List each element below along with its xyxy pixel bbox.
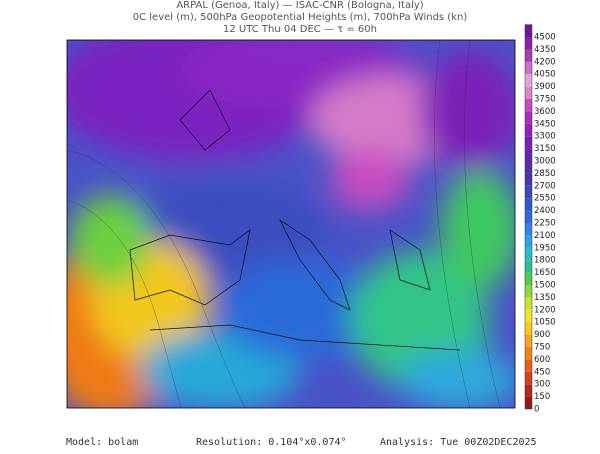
- colorbar-label: 4500: [534, 33, 556, 43]
- colorbar-swatch: [525, 260, 532, 273]
- colorbar-label: 450: [534, 367, 550, 377]
- colorbar-label: 2400: [534, 206, 556, 216]
- colorbar-swatch: [525, 359, 532, 372]
- colorbar-swatch: [525, 24, 532, 37]
- header-line: 0C level (m), 500hPa Geopotential Height…: [133, 12, 468, 23]
- colorbar-swatch: [525, 247, 532, 261]
- footer-resolution: Resolution: 0.104°x0.074°: [196, 437, 347, 448]
- colorbar-label: 1800: [534, 256, 556, 266]
- colorbar-label: 2850: [534, 169, 556, 179]
- footer-model: Model: bolam: [66, 437, 138, 448]
- colorbar: 0 150 300 450 600 750 900 1050 1200 1350 1500 1650 1…: [524, 24, 556, 415]
- colorbar-label: 3450: [534, 119, 556, 129]
- colorbar-label: 3300: [534, 132, 556, 142]
- watermark: ARPAL: [385, 408, 418, 418]
- colorbar-swatch: [525, 123, 532, 137]
- colorbar-label: 3600: [534, 107, 556, 117]
- map-frame: [66, 39, 516, 409]
- colorbar-label: 0: [534, 405, 539, 415]
- colorbar-swatch: [525, 111, 532, 124]
- colorbar-label: 3750: [534, 95, 556, 105]
- colorbar-label: 2700: [534, 181, 556, 191]
- colorbar-label: 3150: [534, 144, 556, 154]
- colorbar-label: 300: [534, 380, 550, 390]
- colorbar-swatch: [525, 272, 532, 285]
- colorbar-swatch: [525, 210, 532, 223]
- colorbar-swatch: [525, 74, 532, 87]
- colorbar-swatch: [525, 297, 532, 310]
- colorbar-label: 750: [534, 343, 550, 353]
- colorbar-label: 900: [534, 330, 550, 340]
- colorbar-swatch: [525, 86, 532, 99]
- colorbar-swatch: [525, 309, 532, 323]
- colorbar-swatch: [525, 371, 532, 385]
- colorbar-label: 1500: [534, 281, 556, 291]
- watermark: ARPAL: [145, 408, 178, 418]
- colorbar-label: 3000: [534, 157, 556, 167]
- colorbar-swatch: [525, 396, 532, 409]
- colorbar-swatch: [525, 161, 532, 174]
- colorbar-swatch: [525, 37, 532, 50]
- watermark: ARPAL: [265, 408, 298, 418]
- colorbar-label: 2250: [534, 219, 556, 229]
- header-line: ARPAL (Genoa, Italy) — ISAC-CNR (Bologna…: [176, 0, 423, 11]
- colorbar-frame: [524, 24, 533, 410]
- colorbar-swatch: [525, 347, 532, 360]
- colorbar-label: 4200: [534, 57, 556, 67]
- colorbar-swatch: [525, 384, 532, 397]
- colorbar-label: 4050: [534, 70, 556, 80]
- colorbar-swatch: [525, 334, 532, 347]
- colorbar-label: 1950: [534, 243, 556, 253]
- colorbar-label: 150: [534, 392, 550, 402]
- colorbar-label: 600: [534, 355, 550, 365]
- colorbar-swatch: [525, 322, 532, 335]
- colorbar-label: 4350: [534, 45, 556, 55]
- colorbar-swatch: [525, 61, 532, 75]
- colorbar-swatch: [525, 49, 532, 62]
- colorbar-swatch: [525, 136, 532, 149]
- colorbar-swatch: [525, 223, 532, 236]
- header-line: 12 UTC Thu 04 DEC — τ = 60h: [223, 24, 377, 35]
- colorbar-swatch: [525, 148, 532, 161]
- colorbar-label: 1350: [534, 293, 556, 303]
- colorbar-swatch: [525, 235, 532, 248]
- colorbar-label: 1050: [534, 318, 556, 328]
- colorbar-swatch: [525, 173, 532, 186]
- colorbar-label: 3900: [534, 82, 556, 92]
- colorbar-label: 2100: [534, 231, 556, 241]
- colorbar-swatch: [525, 185, 532, 199]
- colorbar-label: 1200: [534, 305, 556, 315]
- colorbar-label: 1650: [534, 268, 556, 278]
- colorbar-swatch: [525, 285, 532, 298]
- map: [67, 40, 515, 408]
- colorbar-label: 2550: [534, 194, 556, 204]
- footer-analysis: Analysis: Tue 00Z02DEC2025: [380, 437, 537, 448]
- colorbar-swatch: [525, 99, 532, 112]
- colorbar-swatch: [525, 198, 532, 211]
